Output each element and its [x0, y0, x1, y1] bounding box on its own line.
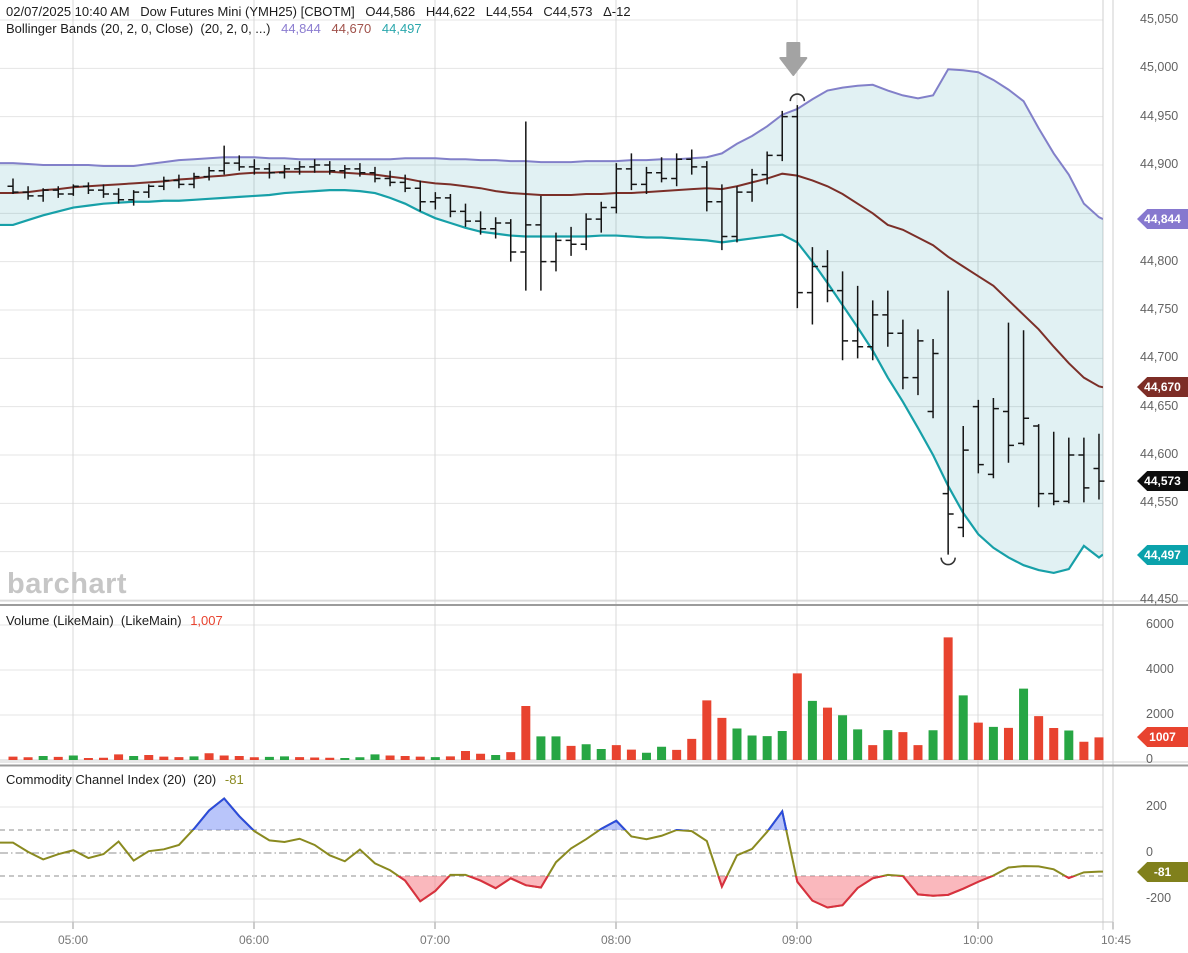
grid-lines: [0, 0, 1188, 930]
price-badge-last-price: 44,573: [1137, 471, 1188, 491]
arc-top-marker-icon: [789, 93, 806, 102]
header-close: C44,573: [543, 4, 593, 19]
header-low: L44,554: [485, 4, 533, 19]
volume-bars-up: [38, 688, 1074, 760]
price-badge-bollinger-middle: 44,670: [1137, 377, 1188, 397]
cci-overbought-fill: [0, 798, 1103, 830]
cci-oversold-line: [396, 876, 1078, 909]
indicator-header: Bollinger Bands (20, 2, 0, Close) (20, 2…: [6, 21, 429, 36]
bollinger-lower-value: 44,497: [381, 21, 422, 36]
time-axis-label: 09:00: [781, 933, 813, 947]
cci-panel-header: Commodity Channel Index (20) (20) -81: [6, 772, 249, 787]
header-change: Δ-12: [603, 4, 631, 19]
price-axis-label: 44,550: [1140, 495, 1179, 509]
bollinger-upper-band: [0, 68, 1103, 221]
time-axis-label: 07:00: [419, 933, 451, 947]
barchart-logo: barchart: [7, 568, 128, 600]
price-axis-label: 44,600: [1140, 447, 1179, 461]
bollinger-middle-value: 44,670: [331, 21, 372, 36]
price-axis-label: 44,950: [1140, 109, 1179, 123]
cci-label: Commodity Channel Index (20) (20): [6, 772, 217, 787]
cci-axis-label: 200: [1146, 799, 1167, 813]
time-axis-label: 10:00: [962, 933, 994, 947]
volume-value: 1,007: [190, 613, 223, 628]
volume-panel-header: Volume (LikeMain) (LikeMain) 1,007: [6, 613, 228, 628]
bollinger-middle-band: [0, 170, 1103, 389]
cci-badge: -81: [1137, 862, 1188, 882]
bollinger-label: Bollinger Bands (20, 2, 0, Close) (20, 2…: [6, 21, 271, 36]
price-axis-label: 45,050: [1140, 12, 1179, 26]
price-axis-label: 44,650: [1140, 399, 1179, 413]
down-arrow-annotation-icon: [779, 42, 808, 76]
volume-bars-down: [8, 637, 1104, 760]
volume-axis-label: 0: [1146, 752, 1153, 766]
header-open: O44,586: [365, 4, 416, 19]
volume-axis-label: 4000: [1146, 662, 1174, 676]
volume-axis-label: 6000: [1146, 617, 1174, 631]
header-symbol-title: Dow Futures Mini (YMH25) [CBOTM]: [140, 4, 355, 19]
time-axis-label: 10:45: [1100, 933, 1132, 947]
bollinger-upper-value: 44,844: [281, 21, 321, 36]
price-badge-bollinger-upper: 44,844: [1137, 209, 1188, 229]
price-axis-label: 44,450: [1140, 592, 1179, 606]
header-datetime: 02/07/2025 10:40 AM: [6, 4, 130, 19]
header-high: H44,622: [425, 4, 476, 19]
price-axis-label: 44,800: [1140, 254, 1179, 268]
time-axis-label: 06:00: [238, 933, 270, 947]
volume-label: Volume (LikeMain) (LikeMain): [6, 613, 182, 628]
cci-value: -81: [224, 772, 244, 787]
time-axis-label: 08:00: [600, 933, 632, 947]
volume-axis-label: 2000: [1146, 707, 1174, 721]
arc-bottom-marker-icon: [940, 557, 956, 566]
cci-axis-label: -200: [1146, 891, 1172, 905]
time-axis-label: 05:00: [57, 933, 89, 947]
price-axis-label: 45,000: [1140, 60, 1179, 74]
price-axis-label: 44,750: [1140, 302, 1179, 316]
price-badge-bollinger-lower: 44,497: [1137, 545, 1188, 565]
quote-header: 02/07/2025 10:40 AM Dow Futures Mini (YM…: [6, 4, 638, 19]
ohlc-price-bars: [7, 105, 1105, 555]
cci-axis-label: 0: [1146, 845, 1153, 859]
bollinger-band-fill: [0, 69, 1103, 573]
price-axis-label: 44,900: [1140, 157, 1179, 171]
cci-oversold-fill: [0, 876, 1103, 908]
volume-badge: 1007: [1137, 727, 1188, 747]
price-axis-label: 44,700: [1140, 350, 1179, 364]
